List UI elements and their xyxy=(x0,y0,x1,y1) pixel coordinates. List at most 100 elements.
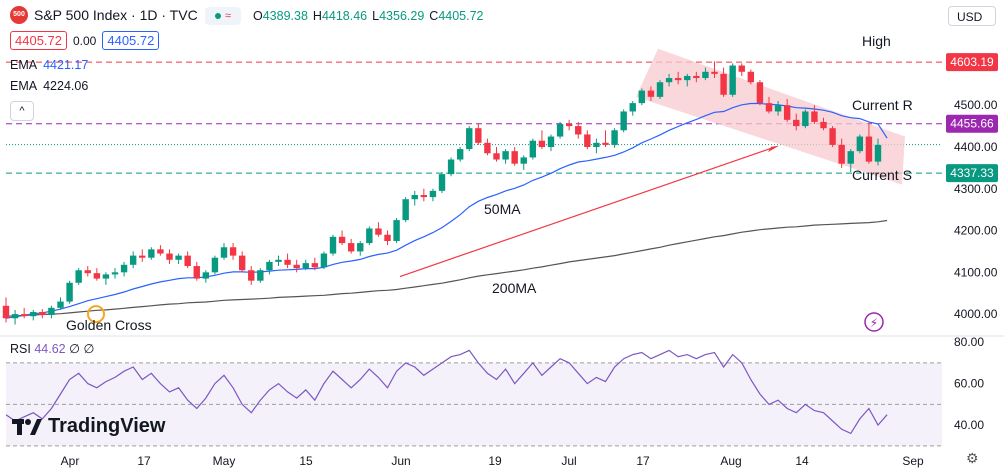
compare-toggle[interactable]: ≈ xyxy=(205,7,241,25)
high-value: 4418.46 xyxy=(321,9,368,23)
candle-body xyxy=(493,153,500,160)
candle-body xyxy=(793,119,800,127)
candle-body xyxy=(257,270,264,281)
tradingview-logo: TradingView xyxy=(12,415,165,438)
candle-body xyxy=(220,247,228,258)
candle-body xyxy=(747,71,755,83)
candle-body xyxy=(357,243,364,252)
candle-body xyxy=(30,312,37,317)
rsi-tick-label: 40.00 xyxy=(954,418,984,432)
candle-body xyxy=(502,151,509,160)
rsi-value: 44.62 xyxy=(34,342,66,356)
candle-body xyxy=(66,282,73,302)
trend-arrow xyxy=(399,146,776,278)
high-label: H xyxy=(312,9,322,23)
price-tick-label: 4200.00 xyxy=(954,224,998,238)
candle-body xyxy=(120,264,128,273)
close-label: C xyxy=(429,9,439,23)
candle-body xyxy=(384,234,391,241)
price-label-box xyxy=(946,114,998,133)
low-value: 4356.29 xyxy=(379,9,425,23)
candle-body xyxy=(447,159,455,175)
candle-body xyxy=(820,121,827,129)
status-dot-icon xyxy=(214,13,221,19)
candle-body xyxy=(584,134,591,147)
ema-slow-legend[interactable]: EMA 4224.06 xyxy=(10,79,88,93)
candle-body xyxy=(102,274,110,279)
buy-price-button[interactable]: 4405.72 xyxy=(102,31,160,50)
candle-body xyxy=(266,261,273,271)
candle-body xyxy=(129,255,137,265)
tradingview-mark-icon xyxy=(12,418,42,435)
candle-body xyxy=(93,273,101,279)
candle-body xyxy=(393,220,400,241)
candle-body xyxy=(175,255,182,260)
candle-body xyxy=(511,151,518,164)
candle-body xyxy=(238,255,246,271)
sell-price-button[interactable]: 4405.72 xyxy=(10,31,67,50)
candle-body xyxy=(765,103,773,112)
candle-body xyxy=(665,78,673,83)
price-tick-label: 4500.00 xyxy=(954,98,998,112)
price-label-box xyxy=(946,53,998,72)
price-tick-label: 4400.00 xyxy=(954,140,998,154)
candle-body xyxy=(575,126,582,135)
candle-body xyxy=(856,136,864,152)
chart-annotation: Current S xyxy=(852,167,912,183)
rsi-tick-label: 80.00 xyxy=(954,335,984,349)
time-tick-label: 17 xyxy=(137,454,151,468)
candle-body xyxy=(847,151,854,164)
candle-body xyxy=(647,90,655,97)
candle-body xyxy=(311,263,319,268)
candle-body xyxy=(166,253,173,260)
candle-body xyxy=(711,71,718,74)
wave-icon: ≈ xyxy=(224,10,232,22)
candle-body xyxy=(556,124,564,137)
ohlc-readout: O 4389.38 H 4418.46 L 4356.29 C 4405.72 xyxy=(253,9,489,23)
ema-slow-line xyxy=(5,219,888,317)
ema-slow-value: 4224.06 xyxy=(43,79,89,93)
chart-annotation: Current R xyxy=(852,97,913,113)
chart-annotation: Golden Cross xyxy=(66,317,152,333)
rsi-tick-label: 60.00 xyxy=(954,377,984,391)
candle-body xyxy=(629,103,636,112)
candle-body xyxy=(420,195,428,198)
candle-body xyxy=(48,307,55,315)
time-tick-label: May xyxy=(213,454,236,468)
candle-body xyxy=(547,136,555,147)
price-label-text: 4337.33 xyxy=(950,166,994,180)
candle-body xyxy=(11,314,19,319)
candle-body xyxy=(702,71,709,79)
candle-body xyxy=(620,111,627,131)
time-tick-label: 17 xyxy=(636,454,650,468)
candle-body xyxy=(193,266,200,279)
currency-selector[interactable]: USD xyxy=(948,6,996,26)
candle-body xyxy=(802,111,809,127)
chart-annotation: 200MA xyxy=(492,280,537,296)
symbol-title[interactable]: S&P 500 Index · 1D · TVC xyxy=(34,7,198,23)
candle-body xyxy=(293,264,300,269)
ema-slow-label: EMA xyxy=(10,79,38,93)
rsi-legend[interactable]: RSI 44.62 ∅ ∅ xyxy=(10,341,94,356)
price-label-text: 4455.66 xyxy=(950,117,994,131)
candle-body xyxy=(829,128,836,145)
time-tick-label: Jun xyxy=(391,454,410,468)
candle-body xyxy=(529,140,537,158)
price-tick-label: 4300.00 xyxy=(954,182,998,196)
candle-body xyxy=(284,259,291,265)
candle-body xyxy=(520,157,527,164)
collapse-legend-button[interactable]: ^ xyxy=(10,101,34,121)
candle-body xyxy=(783,105,791,120)
sp500-logo: 500 xyxy=(10,6,28,24)
settings-gear-icon[interactable]: ⚙ xyxy=(966,450,979,466)
candle-body xyxy=(720,73,727,95)
rsi-line xyxy=(5,349,888,435)
candle-body xyxy=(593,142,600,147)
candle-body xyxy=(20,314,28,317)
ema-fast-legend[interactable]: EMA 4421.17 xyxy=(10,58,88,72)
price-tick-label: 4000.00 xyxy=(954,307,998,321)
currency-label: USD xyxy=(957,10,983,24)
candle-body xyxy=(656,82,664,97)
rsi-label: RSI xyxy=(10,342,31,356)
